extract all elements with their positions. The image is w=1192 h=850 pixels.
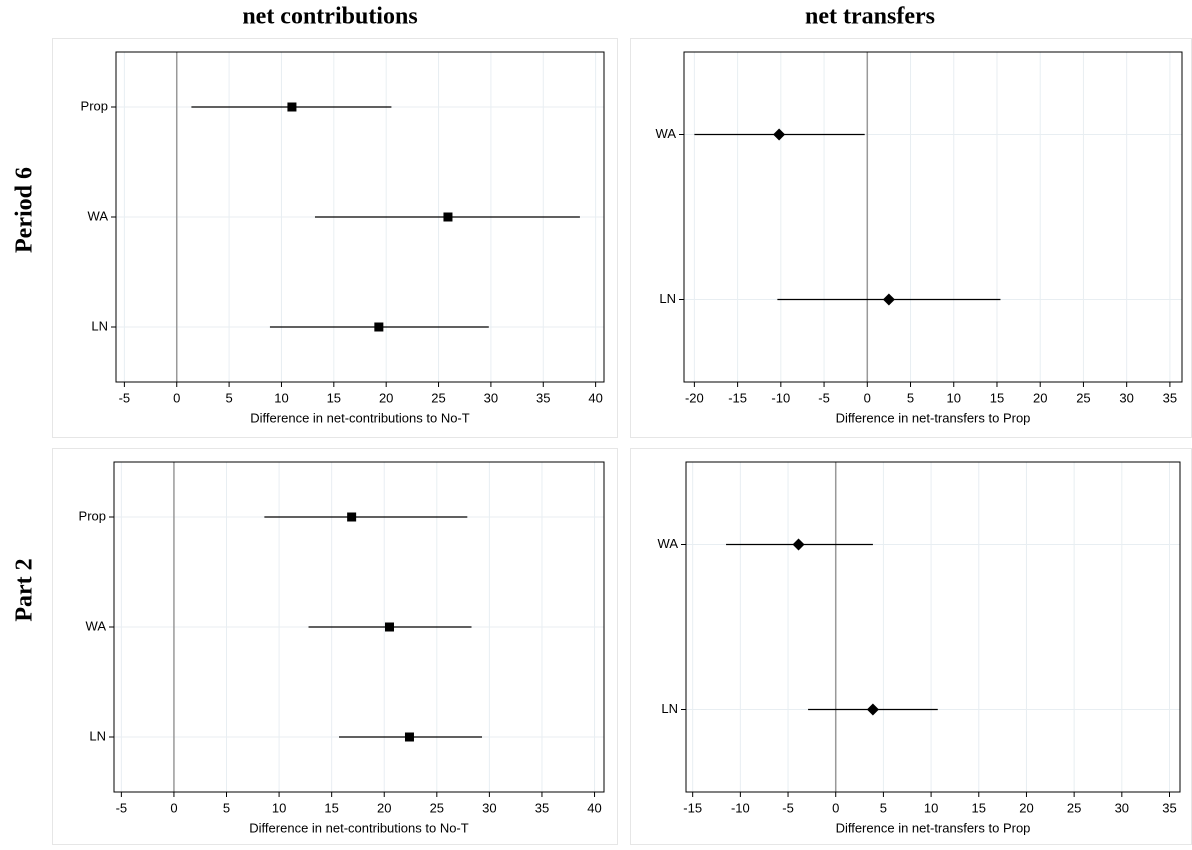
point	[384, 622, 394, 632]
x-tick-label: 20	[379, 390, 393, 405]
point	[347, 512, 357, 522]
row-title: Part 2	[12, 558, 38, 621]
point	[287, 102, 297, 112]
x-tick-label: 5	[223, 800, 230, 815]
y-tick-label: LN	[661, 701, 678, 716]
x-tick-label: 30	[482, 800, 496, 815]
y-tick-label: WA	[656, 126, 677, 141]
row-title: Period 6	[12, 167, 38, 253]
x-tick-label: 30	[484, 390, 498, 405]
x-tick-label: 25	[1076, 390, 1090, 405]
plot-frame	[685, 461, 1181, 793]
x-tick-label: -10	[731, 800, 750, 815]
x-tick-label: 15	[990, 390, 1004, 405]
column-title: net contributions	[242, 4, 417, 30]
x-tick-label: 35	[535, 800, 549, 815]
x-tick-label: -5	[818, 390, 830, 405]
x-tick-label: 20	[377, 800, 391, 815]
x-tick-label: 5	[880, 800, 887, 815]
x-tick-label: -5	[119, 390, 131, 405]
plot-frame	[683, 51, 1183, 383]
point	[866, 703, 879, 716]
x-axis-label: Difference in net-transfers to Prop	[836, 820, 1031, 835]
x-tick-label: 10	[947, 390, 961, 405]
x-tick-label: 35	[536, 390, 550, 405]
x-tick-label: 30	[1119, 390, 1133, 405]
x-tick-label: 20	[1033, 390, 1047, 405]
y-tick-label: WA	[86, 618, 107, 633]
x-tick-label: 0	[170, 800, 177, 815]
x-axis-label: Difference in net-transfers to Prop	[836, 410, 1031, 425]
x-tick-label: 15	[327, 390, 341, 405]
y-tick-label: LN	[91, 318, 108, 333]
x-tick-label: 15	[324, 800, 338, 815]
y-tick-label: WA	[88, 208, 109, 223]
y-tick-label: LN	[659, 291, 676, 306]
y-tick-label: Prop	[81, 98, 108, 113]
x-tick-label: 25	[431, 390, 445, 405]
x-tick-label: -5	[782, 800, 794, 815]
x-tick-label: -10	[771, 390, 790, 405]
x-tick-label: 20	[1019, 800, 1033, 815]
point	[773, 128, 786, 141]
x-tick-label: 5	[907, 390, 914, 405]
x-tick-label: 0	[173, 390, 180, 405]
y-tick-label: LN	[89, 728, 106, 743]
x-tick-label: -15	[728, 390, 747, 405]
x-tick-label: 0	[864, 390, 871, 405]
x-tick-label: 35	[1163, 390, 1177, 405]
x-tick-label: -20	[685, 390, 704, 405]
x-tick-label: 0	[832, 800, 839, 815]
point	[882, 293, 895, 306]
x-tick-label: 25	[430, 800, 444, 815]
x-tick-label: 40	[588, 390, 602, 405]
point	[792, 538, 805, 551]
plot-frame	[113, 461, 605, 793]
x-axis-label: Difference in net-contributions to No-T	[249, 820, 468, 835]
panel	[52, 448, 618, 845]
x-tick-label: 25	[1067, 800, 1081, 815]
x-tick-label: 35	[1162, 800, 1176, 815]
point	[404, 732, 414, 742]
panel	[630, 448, 1192, 845]
y-tick-label: WA	[658, 536, 679, 551]
x-tick-label: 10	[924, 800, 938, 815]
x-tick-label: 5	[225, 390, 232, 405]
x-tick-label: 15	[972, 800, 986, 815]
x-axis-label: Difference in net-contributions to No-T	[250, 410, 469, 425]
x-tick-label: 30	[1115, 800, 1129, 815]
x-tick-label: 10	[274, 390, 288, 405]
panel	[52, 38, 618, 438]
x-tick-label: -5	[116, 800, 128, 815]
x-tick-label: -15	[683, 800, 702, 815]
point	[443, 212, 453, 222]
x-tick-label: 40	[587, 800, 601, 815]
column-title: net transfers	[805, 4, 935, 30]
plot-frame	[115, 51, 605, 383]
y-tick-label: Prop	[79, 508, 106, 523]
point	[374, 322, 384, 332]
x-tick-label: 10	[272, 800, 286, 815]
